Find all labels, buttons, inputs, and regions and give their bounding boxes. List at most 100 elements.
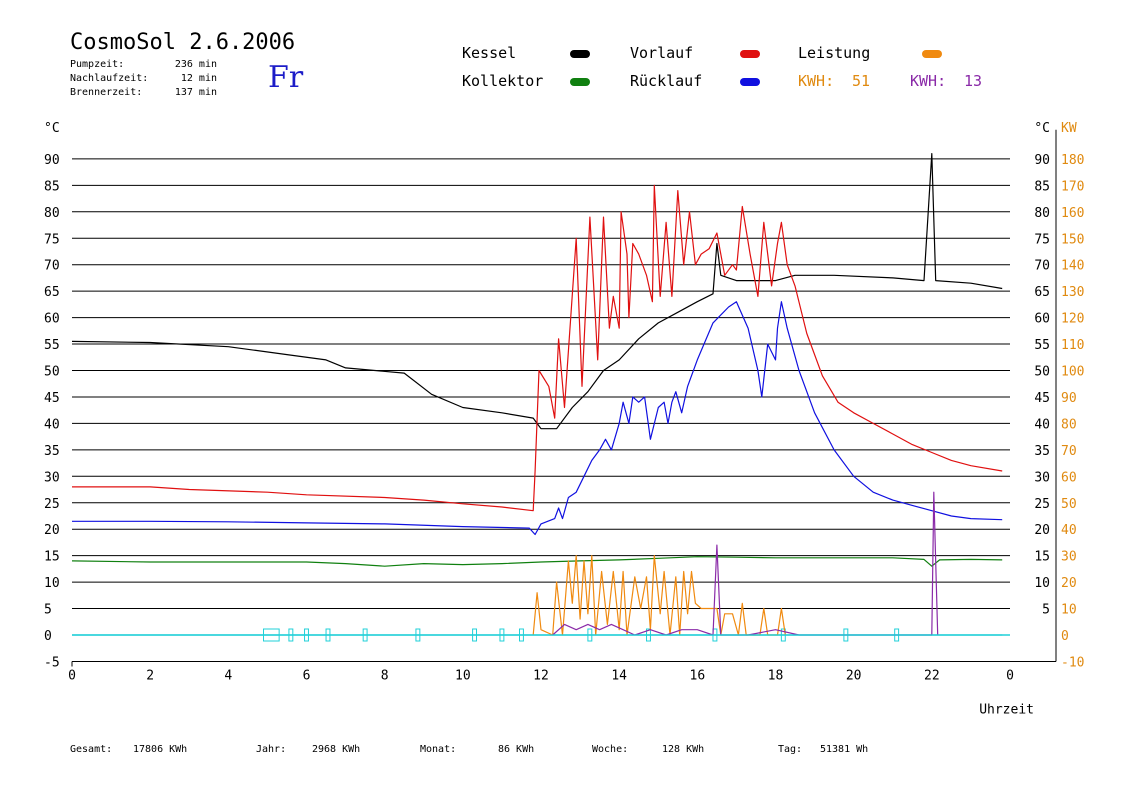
y-tick-left-15: 15 bbox=[44, 550, 60, 565]
gesamt-value: 17806 KWh bbox=[133, 744, 188, 755]
y-tick-left-60: 60 bbox=[44, 312, 60, 327]
x-tick-6: 6 bbox=[303, 668, 311, 683]
y-unit-right-temp: °C bbox=[1034, 121, 1050, 136]
y-unit-right-power: KW bbox=[1061, 121, 1077, 136]
series-line-brenner bbox=[552, 491, 939, 636]
legend-kollektor-label: Kollektor bbox=[462, 72, 544, 90]
y-tick-right-temp-40: 40 bbox=[1034, 417, 1050, 432]
monat-label: Monat: bbox=[420, 744, 457, 755]
x-tick-14: 14 bbox=[611, 668, 627, 683]
kwh-solar-label: KWH: bbox=[798, 72, 835, 90]
y-tick-left-55: 55 bbox=[44, 338, 60, 353]
y-tick-right-power-120: 120 bbox=[1061, 312, 1084, 327]
y-tick-right-temp-15: 15 bbox=[1034, 550, 1050, 565]
y-tick-left-45: 45 bbox=[44, 391, 60, 406]
y-tick-right-power-170: 170 bbox=[1061, 179, 1084, 194]
x-tick-16: 16 bbox=[690, 668, 706, 683]
grid-lines bbox=[72, 158, 1010, 636]
y-tick-right-temp-70: 70 bbox=[1034, 259, 1050, 274]
legend-vorlauf-label: Vorlauf bbox=[630, 44, 694, 62]
y-tick-left-40: 40 bbox=[44, 417, 60, 432]
kwh-burner-value: 13 bbox=[964, 72, 983, 90]
series-line-kollektor bbox=[71, 556, 1003, 567]
y-tick-left-80: 80 bbox=[44, 206, 60, 221]
x-tick-4: 4 bbox=[224, 668, 232, 683]
weekday-label: Fr bbox=[268, 60, 304, 95]
y-tick-left--5: -5 bbox=[44, 655, 60, 670]
y-tick-right-temp-25: 25 bbox=[1034, 497, 1050, 512]
woche-label: Woche: bbox=[592, 744, 629, 755]
x-axis-label: Uhrzeit bbox=[979, 702, 1034, 717]
legend-ruecklauf-label: Rücklauf bbox=[630, 72, 703, 90]
legend-vorlauf-swatch bbox=[740, 50, 760, 58]
nachlaufzeit-label: Nachlaufzeit: bbox=[70, 73, 149, 84]
y-tick-right-power-160: 160 bbox=[1061, 206, 1084, 221]
jahr-label: Jahr: bbox=[256, 744, 287, 755]
y-tick-right-power-140: 140 bbox=[1061, 259, 1084, 274]
pumpzeit-value: 236 min bbox=[174, 59, 217, 70]
x-tick-20: 20 bbox=[846, 668, 862, 683]
axes: -5051015202530354045505560657075808590°C… bbox=[44, 121, 1084, 717]
y-tick-left-25: 25 bbox=[44, 497, 60, 512]
series-line-vorlauf bbox=[72, 184, 1003, 512]
series-line-kessel bbox=[71, 153, 1003, 430]
x-tick-18: 18 bbox=[768, 668, 784, 683]
y-tick-right-power-10: 10 bbox=[1061, 603, 1077, 618]
y-tick-right-power-0: 0 bbox=[1061, 629, 1069, 644]
brennerzeit-value: 137 min bbox=[174, 87, 217, 98]
y-tick-right-temp-65: 65 bbox=[1034, 285, 1050, 300]
x-tick-12: 12 bbox=[533, 668, 549, 683]
series-line-r-cklauf bbox=[72, 301, 1003, 536]
y-tick-left-20: 20 bbox=[44, 523, 60, 538]
y-unit-left: °C bbox=[44, 121, 60, 136]
y-tick-right-temp-55: 55 bbox=[1034, 338, 1050, 353]
y-tick-right-power-100: 100 bbox=[1061, 365, 1084, 380]
y-tick-right-power-90: 90 bbox=[1061, 391, 1077, 406]
y-tick-right-power-40: 40 bbox=[1061, 523, 1077, 538]
brennerzeit-label: Brennerzeit: bbox=[70, 87, 143, 98]
x-tick-22: 22 bbox=[924, 668, 940, 683]
y-tick-left-0: 0 bbox=[44, 629, 52, 644]
y-tick-left-75: 75 bbox=[44, 232, 60, 247]
kwh-solar-value: 51 bbox=[852, 72, 871, 90]
y-tick-right-power-80: 80 bbox=[1061, 417, 1077, 432]
y-tick-right-power-20: 20 bbox=[1061, 576, 1077, 591]
legend-kollektor-swatch bbox=[570, 78, 590, 86]
y-tick-left-5: 5 bbox=[44, 603, 52, 618]
y-tick-right-power-70: 70 bbox=[1061, 444, 1077, 459]
y-tick-right-power-110: 110 bbox=[1061, 338, 1084, 353]
x-tick-0: 0 bbox=[68, 668, 76, 683]
x-tick-8: 8 bbox=[381, 668, 389, 683]
jahr-value: 2968 KWh bbox=[312, 744, 361, 755]
legend-leistung-label: Leistung bbox=[798, 44, 871, 62]
y-tick-left-90: 90 bbox=[44, 153, 60, 168]
y-tick-right-power-30: 30 bbox=[1061, 550, 1077, 565]
y-tick-right-power-60: 60 bbox=[1061, 470, 1077, 485]
chart-title: CosmoSol 2.6.2006 bbox=[70, 30, 296, 55]
y-tick-left-35: 35 bbox=[44, 444, 60, 459]
y-tick-right-temp-75: 75 bbox=[1034, 232, 1050, 247]
y-tick-right-power-130: 130 bbox=[1061, 285, 1084, 300]
x-tick-2: 2 bbox=[146, 668, 154, 683]
y-tick-right-temp-60: 60 bbox=[1034, 312, 1050, 327]
y-tick-right-temp-10: 10 bbox=[1034, 576, 1050, 591]
series-lines bbox=[71, 153, 1003, 636]
legend-leistung-swatch bbox=[922, 50, 942, 58]
y-tick-right-temp-45: 45 bbox=[1034, 391, 1050, 406]
y-tick-right-power-180: 180 bbox=[1061, 153, 1084, 168]
y-tick-left-10: 10 bbox=[44, 576, 60, 591]
y-tick-right-temp-80: 80 bbox=[1034, 206, 1050, 221]
y-tick-right-temp-50: 50 bbox=[1034, 365, 1050, 380]
y-tick-right-temp-35: 35 bbox=[1034, 444, 1050, 459]
legend-kessel-label: Kessel bbox=[462, 44, 517, 62]
monat-value: 86 KWh bbox=[498, 744, 535, 755]
y-tick-right-temp-20: 20 bbox=[1034, 523, 1050, 538]
kwh-burner-label: KWH: bbox=[910, 72, 947, 90]
y-tick-left-50: 50 bbox=[44, 365, 60, 380]
legend-ruecklauf-swatch bbox=[740, 78, 760, 86]
tag-label: Tag: bbox=[778, 744, 803, 755]
x-tick-10: 10 bbox=[455, 668, 471, 683]
y-tick-right-temp-90: 90 bbox=[1034, 153, 1050, 168]
woche-value: 128 KWh bbox=[662, 744, 705, 755]
y-tick-right-power-150: 150 bbox=[1061, 232, 1084, 247]
